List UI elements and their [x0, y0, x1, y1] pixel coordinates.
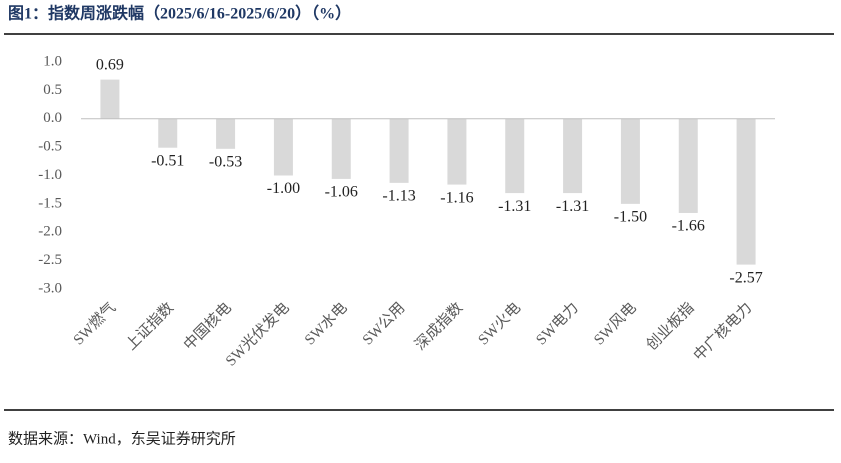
source-note: 数据来源：Wind，东吴证券研究所	[8, 430, 236, 447]
bar	[100, 79, 120, 119]
bar	[736, 118, 756, 265]
bar	[273, 118, 293, 176]
x-tick-label: 深成指数	[412, 299, 466, 353]
y-tick-label: 0.0	[43, 110, 62, 126]
data-label: -1.06	[325, 184, 358, 201]
y-tick-label: -2.0	[38, 224, 62, 240]
y-tick-label: -1.5	[38, 195, 62, 211]
x-tick-label: SW公用	[360, 300, 408, 348]
data-label: 0.69	[96, 56, 124, 73]
data-label: -1.16	[440, 189, 473, 206]
bar	[447, 118, 467, 185]
bar	[678, 118, 698, 213]
y-tick-label: -3.0	[38, 280, 62, 296]
data-label: -1.66	[672, 218, 705, 235]
y-tick-label: 0.5	[43, 82, 62, 98]
x-tick-label: SW水电	[301, 299, 350, 348]
y-tick-label: -0.5	[38, 139, 62, 155]
data-label: -1.13	[382, 188, 415, 205]
y-tick-label: -2.5	[38, 252, 62, 268]
data-label: -0.51	[151, 152, 184, 169]
bar	[158, 118, 178, 148]
x-tick-label: 上证指数	[123, 299, 177, 353]
x-tick-label: SW火电	[475, 299, 524, 348]
data-label: -1.50	[614, 209, 647, 226]
data-label: -2.57	[729, 269, 762, 286]
bar	[563, 118, 583, 194]
x-tick-label: 中广核电力	[690, 299, 755, 364]
data-label: -1.31	[556, 198, 589, 215]
bar	[331, 118, 351, 179]
x-tick-label: 中国核电	[180, 299, 234, 353]
data-label: -1.00	[267, 180, 300, 197]
bar	[620, 118, 640, 204]
data-label: -0.53	[209, 153, 242, 170]
chart-title: 图1：指数周涨跌幅（2025/6/16-2025/6/20）（%）	[8, 4, 351, 23]
bar	[216, 118, 236, 149]
bar	[505, 118, 525, 194]
x-tick-label: 创业板指	[642, 299, 697, 354]
bar	[389, 118, 409, 183]
y-tick-label: 1.0	[43, 53, 62, 69]
x-tick-label: SW风电	[591, 299, 640, 348]
y-tick-label: -1.0	[38, 167, 62, 183]
x-tick-label: SW燃气	[69, 299, 119, 349]
x-tick-label: SW电力	[533, 299, 582, 348]
data-label: -1.31	[498, 198, 531, 215]
